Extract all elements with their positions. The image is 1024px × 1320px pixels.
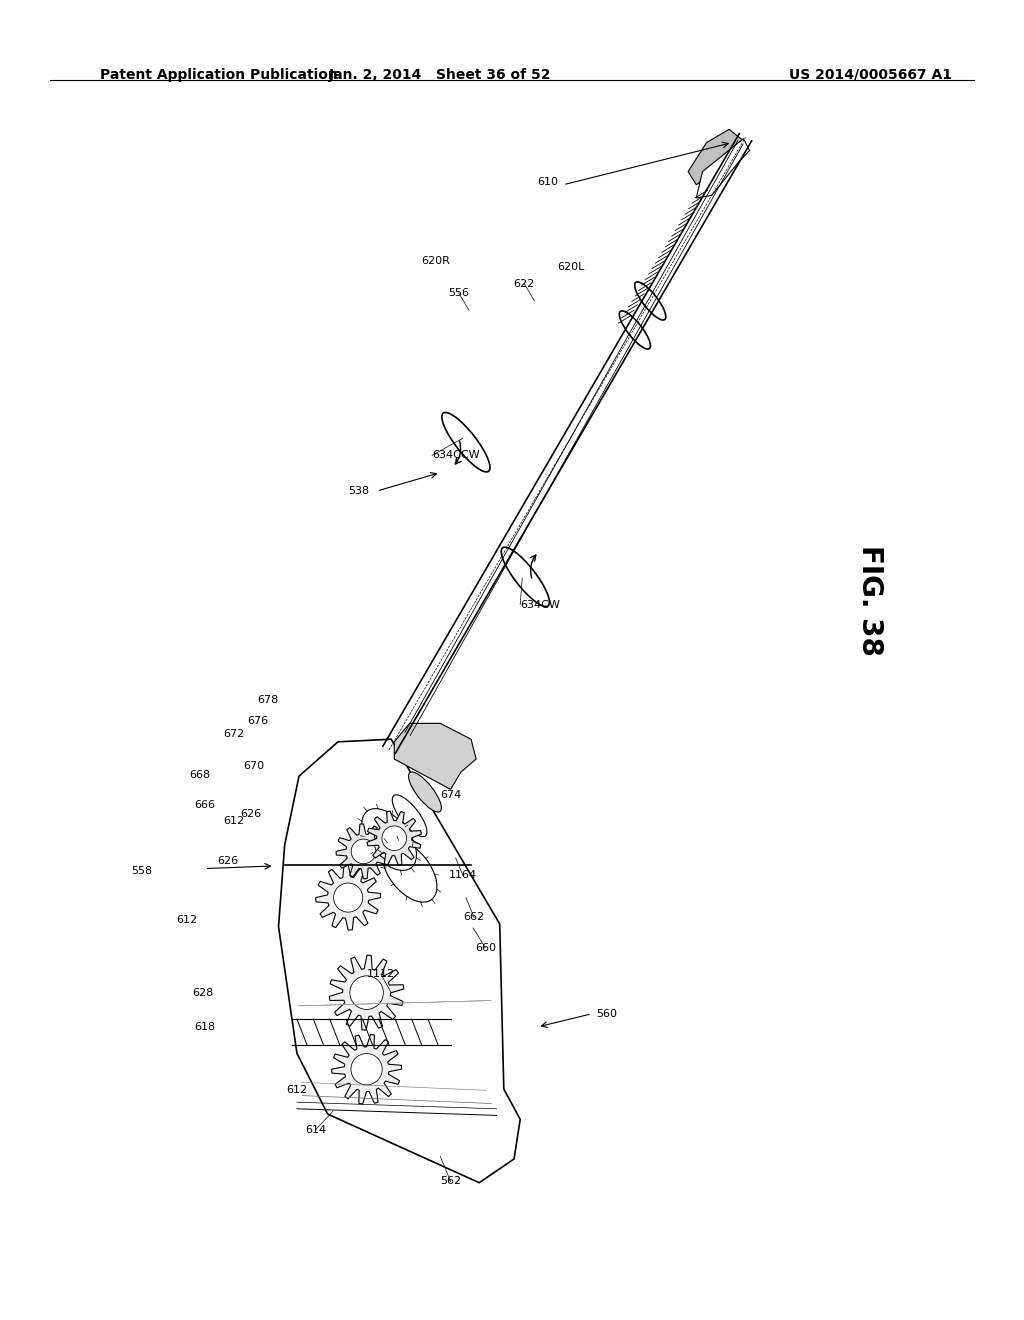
Text: 634CCW: 634CCW bbox=[432, 450, 480, 461]
Text: 670: 670 bbox=[244, 760, 264, 771]
Polygon shape bbox=[394, 723, 476, 789]
Text: 620R: 620R bbox=[421, 256, 450, 267]
Text: 1112: 1112 bbox=[367, 969, 395, 979]
Text: 556: 556 bbox=[449, 288, 469, 298]
Polygon shape bbox=[315, 865, 381, 931]
Ellipse shape bbox=[361, 809, 417, 870]
Text: Jan. 2, 2014   Sheet 36 of 52: Jan. 2, 2014 Sheet 36 of 52 bbox=[329, 69, 552, 82]
Text: 614: 614 bbox=[305, 1125, 326, 1135]
Text: 558: 558 bbox=[131, 866, 152, 876]
Text: 674: 674 bbox=[440, 789, 461, 800]
Circle shape bbox=[334, 883, 362, 912]
Circle shape bbox=[350, 975, 383, 1010]
Text: 622: 622 bbox=[514, 279, 535, 289]
Text: 1164: 1164 bbox=[449, 870, 477, 880]
Polygon shape bbox=[367, 810, 422, 866]
Circle shape bbox=[351, 1053, 382, 1085]
Text: 666: 666 bbox=[195, 800, 215, 810]
Text: FIG. 38: FIG. 38 bbox=[856, 545, 885, 656]
Polygon shape bbox=[336, 824, 391, 879]
Text: 610: 610 bbox=[538, 177, 558, 187]
Text: 668: 668 bbox=[189, 770, 210, 780]
Text: 662: 662 bbox=[464, 912, 484, 923]
Text: US 2014/0005667 A1: US 2014/0005667 A1 bbox=[788, 69, 952, 82]
Text: 660: 660 bbox=[475, 942, 496, 953]
Text: 612: 612 bbox=[223, 816, 244, 826]
Polygon shape bbox=[696, 139, 750, 198]
Text: 626: 626 bbox=[241, 809, 261, 820]
Text: 678: 678 bbox=[258, 694, 279, 705]
Circle shape bbox=[382, 826, 407, 850]
Text: Patent Application Publication: Patent Application Publication bbox=[100, 69, 338, 82]
Ellipse shape bbox=[382, 841, 437, 902]
Polygon shape bbox=[330, 956, 403, 1030]
Text: 612: 612 bbox=[176, 915, 197, 925]
Text: 538: 538 bbox=[348, 486, 369, 496]
Text: 560: 560 bbox=[596, 1008, 616, 1019]
Circle shape bbox=[351, 840, 376, 863]
Text: 672: 672 bbox=[223, 729, 244, 739]
Text: 676: 676 bbox=[248, 715, 268, 726]
Text: 612: 612 bbox=[287, 1085, 307, 1096]
Ellipse shape bbox=[409, 772, 441, 812]
Text: 634CW: 634CW bbox=[520, 599, 560, 610]
Text: 618: 618 bbox=[195, 1022, 215, 1032]
Text: 562: 562 bbox=[440, 1176, 461, 1187]
Polygon shape bbox=[688, 129, 742, 185]
Text: 628: 628 bbox=[193, 987, 213, 998]
Polygon shape bbox=[332, 1035, 401, 1104]
Text: 620L: 620L bbox=[558, 261, 585, 272]
Ellipse shape bbox=[392, 795, 427, 837]
Text: 626: 626 bbox=[217, 855, 238, 866]
